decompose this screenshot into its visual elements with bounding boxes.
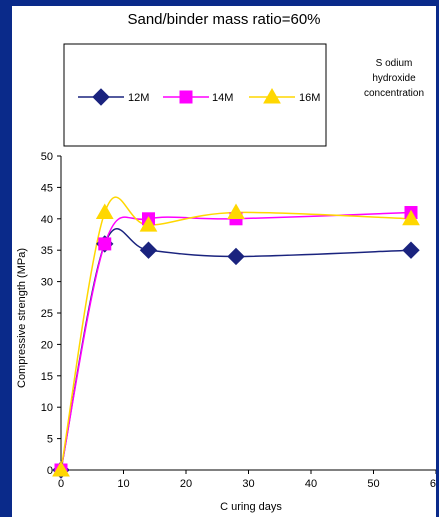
x-tick-label: 10 (117, 478, 129, 490)
data-point-16m (402, 209, 420, 226)
chart-title: Sand/binder mass ratio=60% (127, 11, 320, 28)
y-tick-label: 10 (41, 402, 53, 414)
data-point-12m (227, 247, 245, 266)
data-point-16m (52, 460, 70, 477)
x-tick-label: 50 (367, 478, 379, 490)
legend-label-14m: 14M (212, 92, 233, 104)
data-point-16m (95, 203, 114, 220)
series-line-16m (60, 196, 412, 471)
y-tick-label: 5 (47, 434, 53, 446)
chart-svg: Sand/binder mass ratio=60% 12M 14M 16M S o… (16, 11, 436, 513)
chart-frame: Sand/binder mass ratio=60% 12M 14M 16M S o… (12, 6, 436, 517)
y-tick-label: 30 (41, 277, 53, 289)
y-tick-label: 45 (41, 182, 53, 194)
data-point-14m (98, 237, 112, 251)
legend-title-line-1: S odium (376, 58, 413, 69)
x-axis-label: C uring days (220, 501, 282, 513)
data-point-12m (139, 241, 158, 259)
x-tick-label: 30 (242, 478, 254, 490)
y-tick-label: 50 (41, 151, 53, 163)
y-tick-label: 35 (41, 245, 53, 257)
legend: 12M 14M 16M (78, 87, 320, 106)
series-lines (60, 196, 412, 471)
y-tick-label: 25 (41, 308, 53, 320)
x-tick-label: 20 (180, 478, 192, 490)
y-tick-label: 0 (47, 465, 53, 477)
legend-label-12m: 12M (128, 92, 149, 104)
y-tick-label: 15 (41, 371, 53, 383)
x-tick-label: 0 (58, 478, 64, 490)
legend-title-line-2: hydroxide (372, 73, 416, 84)
y-axis-label: Compressive strength (MPa) (16, 248, 28, 388)
x-tick-label: 40 (305, 478, 317, 490)
x-tick-label: 60 (430, 478, 436, 490)
y-tick-label: 40 (41, 214, 53, 226)
data-point-16m (139, 216, 158, 232)
legend-marker-14m (179, 90, 193, 104)
axes: 0 5 10 15 20 25 30 35 40 45 50 0 10 20 30 40 50 60 (41, 151, 436, 490)
legend-marker-12m (92, 88, 110, 106)
y-tick-label: 20 (41, 339, 53, 351)
data-point-12m (402, 241, 420, 259)
data-point-16m (227, 203, 245, 220)
legend-title-line-3: concentration (364, 88, 424, 99)
legend-marker-16m (263, 87, 281, 104)
series-markers (52, 203, 420, 479)
legend-label-16m: 16M (299, 92, 320, 104)
